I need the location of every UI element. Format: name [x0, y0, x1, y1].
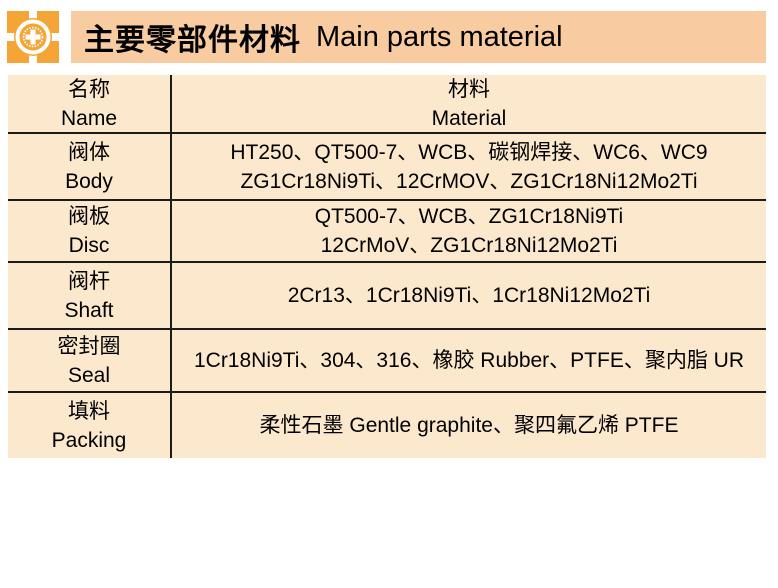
- material-line: 1Cr18Ni9Ti、304、316、橡胶 Rubber、PTFE、聚内脂 UR: [193, 349, 745, 372]
- name-cell: 阀杆 Shaft: [8, 263, 172, 328]
- name-cell: 密封圈 Seal: [8, 330, 172, 391]
- page-title-english: Main parts material: [316, 20, 563, 53]
- material-line: ZG1Cr18Ni9Ti、12CrMOV、ZG1Cr18Ni12Mo2Ti: [240, 169, 698, 193]
- material-column-header: 材料 Material: [172, 75, 766, 132]
- material-cell: 2Cr13、1Cr18Ni9Ti、1Cr18Ni12Mo2Ti: [172, 263, 766, 328]
- name-header-zh: 名称: [68, 77, 110, 101]
- material-line: HT250、QT500-7、WCB、碳钢焊接、WC6、WC9: [230, 140, 708, 164]
- material-cell: HT250、QT500-7、WCB、碳钢焊接、WC6、WC9 ZG1Cr18Ni…: [172, 134, 766, 199]
- material-cell: 柔性石墨 Gentle graphite、聚四氟乙烯 PTFE: [172, 393, 766, 458]
- material-header-en: Material: [431, 106, 507, 130]
- name-cell: 填料 Packing: [8, 393, 172, 458]
- material-line: 12CrMoV、ZG1Cr18Ni12Mo2Ti: [320, 234, 618, 257]
- table-row-disc: 阀板 Disc QT500-7、WCB、ZG1Cr18Ni9Ti 12CrMoV…: [8, 201, 766, 263]
- part-name-zh: 阀板: [68, 205, 110, 228]
- table-header-row: 名称 Name 材料 Material: [8, 75, 766, 134]
- part-name-en: Disc: [68, 234, 110, 257]
- name-header-en: Name: [60, 106, 118, 130]
- part-name-en: Seal: [67, 363, 111, 387]
- material-line: 2Cr13、1Cr18Ni9Ti、1Cr18Ni12Mo2Ti: [287, 284, 651, 307]
- table-row-shaft: 阀杆 Shaft 2Cr13、1Cr18Ni9Ti、1Cr18Ni12Mo2Ti: [8, 263, 766, 330]
- part-name-en: Shaft: [64, 298, 114, 322]
- part-name-en: Body: [65, 169, 113, 193]
- slide-title-bar: 主要零部件材料 Main parts material: [71, 11, 766, 63]
- part-name-zh: 密封圈: [57, 334, 121, 358]
- part-name-zh: 填料: [68, 399, 110, 423]
- material-cell: 1Cr18Ni9Ti、304、316、橡胶 Rubber、PTFE、聚内脂 UR: [172, 330, 766, 391]
- table-row-packing: 填料 Packing 柔性石墨 Gentle graphite、聚四氟乙烯 PT…: [8, 393, 766, 458]
- material-header-zh: 材料: [448, 77, 490, 101]
- table-row-body: 阀体 Body HT250、QT500-7、WCB、碳钢焊接、WC6、WC9 Z…: [8, 134, 766, 201]
- part-name-en: Packing: [51, 428, 127, 452]
- material-cell: QT500-7、WCB、ZG1Cr18Ni9Ti 12CrMoV、ZG1Cr18…: [172, 201, 766, 261]
- material-line: 柔性石墨 Gentle graphite、聚四氟乙烯 PTFE: [259, 414, 679, 437]
- name-cell: 阀体 Body: [8, 134, 172, 199]
- material-line: QT500-7、WCB、ZG1Cr18Ni9Ti: [314, 205, 624, 228]
- page-title-chinese: 主要零部件材料: [84, 24, 301, 57]
- target-crosshair-icon: [7, 11, 59, 63]
- table-row-seal: 密封圈 Seal 1Cr18Ni9Ti、304、316、橡胶 Rubber、PT…: [8, 330, 766, 393]
- main-parts-material-table: 名称 Name 材料 Material 阀体 Body HT250、QT500-…: [8, 75, 766, 458]
- name-cell: 阀板 Disc: [8, 201, 172, 261]
- part-name-zh: 阀体: [68, 140, 110, 164]
- name-column-header: 名称 Name: [8, 75, 172, 132]
- company-target-logo-icon: [7, 11, 59, 63]
- part-name-zh: 阀杆: [68, 269, 110, 293]
